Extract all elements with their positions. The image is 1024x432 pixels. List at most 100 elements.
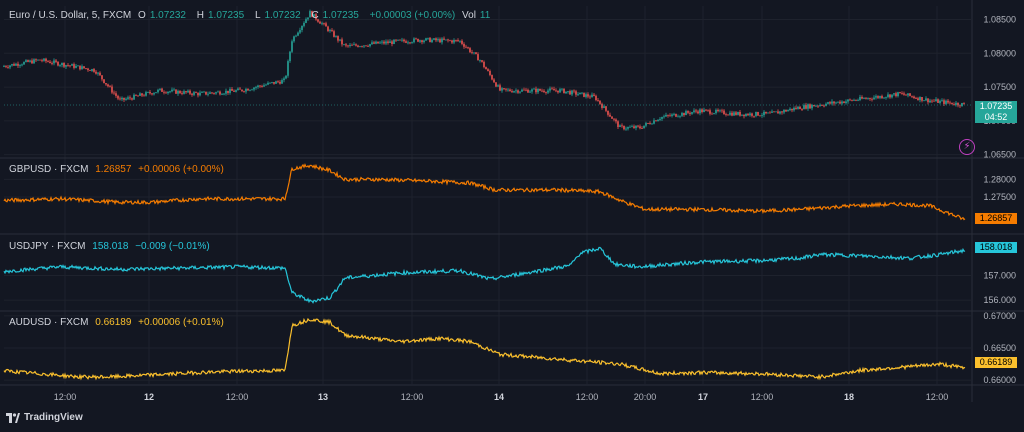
candle-body — [109, 86, 111, 88]
open-label: O — [138, 10, 146, 21]
candle-body — [927, 98, 929, 103]
candle-body — [959, 105, 961, 107]
gbpusd-pane-legend: GBPUSD · FXCM 1.26857 +0.00006 (+0.00%) — [9, 164, 228, 176]
x-tick-label: 12:00 — [401, 392, 424, 402]
candle-body — [811, 104, 813, 109]
candle-body — [267, 82, 269, 85]
candle-body — [639, 126, 641, 129]
candle-body — [419, 40, 421, 42]
candle-body — [733, 112, 735, 116]
candle-body — [101, 75, 103, 80]
candle-body — [205, 91, 207, 95]
candle-body — [657, 119, 659, 122]
candle-body — [895, 93, 897, 97]
candle-body — [963, 103, 965, 104]
candle-body — [43, 58, 45, 61]
candle-body — [545, 92, 547, 93]
candle-body — [851, 99, 853, 101]
candle-body — [125, 98, 127, 100]
high-label: H — [196, 10, 204, 21]
candle-body — [301, 25, 303, 31]
candle-body — [447, 39, 449, 41]
candle-body — [729, 112, 731, 115]
candle-body — [389, 41, 391, 43]
candle-body — [19, 65, 21, 66]
gbpusd-title: GBPUSD · FXCM — [9, 164, 89, 175]
candle-body — [353, 44, 355, 46]
candle-body — [557, 90, 559, 93]
candle-body — [801, 109, 803, 110]
candle-body — [767, 112, 769, 114]
candle-body — [573, 90, 575, 92]
candle-body — [471, 52, 473, 53]
candle-body — [41, 60, 43, 62]
candle-body — [577, 94, 579, 96]
candle-body — [7, 66, 9, 68]
candle-body — [15, 63, 17, 66]
candle-body — [883, 97, 885, 99]
lightning-icon[interactable]: ⚡ — [959, 139, 975, 155]
candle-body — [663, 116, 665, 118]
candle-body — [887, 94, 889, 97]
candle-body — [921, 97, 923, 101]
candle-body — [207, 93, 209, 95]
candle-body — [289, 51, 291, 62]
candle-body — [717, 109, 719, 112]
candle-body — [193, 92, 195, 95]
candle-body — [319, 21, 321, 24]
candle-body — [71, 64, 73, 66]
candle-body — [231, 89, 233, 91]
candle-body — [933, 100, 935, 102]
candle-body — [279, 81, 281, 84]
candle-body — [529, 91, 531, 93]
candle-body — [673, 113, 675, 115]
candle-body — [5, 66, 7, 67]
candle-body — [617, 121, 619, 127]
candle-body — [469, 48, 471, 53]
candle-body — [175, 89, 177, 94]
candle-body — [591, 94, 593, 98]
usdjpy-last-price: 158.018 — [979, 242, 1013, 252]
candle-body — [925, 98, 927, 101]
candle-body — [631, 126, 633, 128]
candle-body — [569, 91, 571, 95]
candle-body — [315, 14, 317, 20]
candle-body — [797, 106, 799, 109]
candle-body — [487, 69, 489, 71]
audusd-pane-legend: AUDUSD · FXCM 0.66189 +0.00006 (+0.01%) — [9, 317, 228, 329]
tradingview-logo[interactable]: TradingView — [6, 412, 83, 423]
candle-body — [897, 92, 899, 97]
candle-body — [475, 52, 477, 55]
candle-body — [103, 79, 105, 84]
candle-body — [281, 80, 283, 84]
candle-body — [537, 88, 539, 93]
candle-body — [451, 40, 453, 43]
candle-body — [757, 111, 759, 116]
candle-body — [655, 120, 657, 122]
candle-body — [783, 109, 785, 113]
audusd-change: +0.00006 (+0.01%) — [138, 317, 224, 328]
candle-body — [431, 39, 433, 43]
candle-body — [371, 42, 373, 45]
candle-body — [935, 99, 937, 102]
candle-body — [909, 93, 911, 96]
candle-body — [119, 98, 121, 100]
candle-body — [483, 61, 485, 68]
candle-body — [763, 111, 765, 116]
candle-body — [885, 96, 887, 98]
candle-body — [187, 90, 189, 93]
candle-body — [531, 89, 533, 92]
candle-body — [629, 126, 631, 128]
x-tick-label: 12 — [144, 392, 154, 402]
candle-body — [847, 99, 849, 102]
candle-body — [627, 127, 629, 129]
candle-body — [311, 11, 313, 17]
high-value: 1.07235 — [208, 10, 245, 21]
candle-body — [111, 86, 113, 93]
candle-body — [659, 118, 661, 120]
candle-body — [367, 45, 369, 47]
candle-body — [189, 90, 191, 94]
candle-body — [317, 19, 319, 22]
gbpusd-y-tick-label: 1.27500 — [983, 192, 1016, 202]
